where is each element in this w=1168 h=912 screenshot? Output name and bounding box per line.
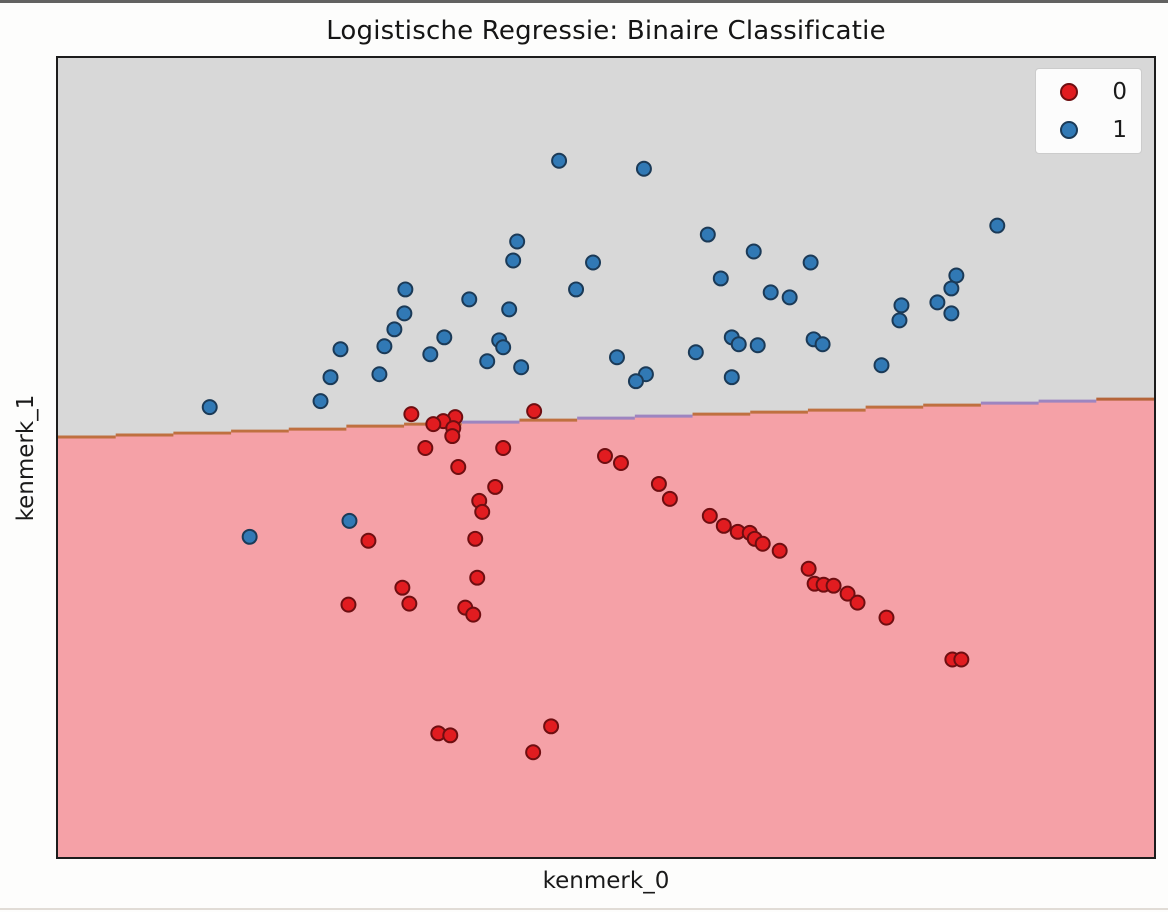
scatter-point-class0 bbox=[425, 416, 442, 433]
scatter-point-class1 bbox=[781, 289, 798, 306]
decision-region-lower bbox=[58, 399, 1154, 857]
scatter-point-class1 bbox=[322, 369, 339, 386]
scatter-point-class0 bbox=[597, 448, 613, 464]
scatter-point-class1 bbox=[723, 369, 740, 386]
scatter-point-class0 bbox=[715, 517, 732, 534]
scatter-point-class1 bbox=[479, 353, 496, 370]
scatter-point-class0 bbox=[526, 403, 543, 420]
scatter-point-class0 bbox=[839, 585, 856, 602]
x-axis-label: kenmerk_0 bbox=[542, 868, 670, 894]
scatter-point-class1 bbox=[627, 373, 644, 390]
legend: 0 1 bbox=[1035, 68, 1142, 154]
scatter-point-class0 bbox=[800, 560, 817, 577]
scatter-point-class1 bbox=[948, 267, 965, 284]
scatter-point-class1 bbox=[376, 338, 393, 355]
scatter-point-class1 bbox=[608, 349, 625, 366]
scatter-point-class0 bbox=[661, 490, 678, 507]
scatter-point-class0 bbox=[495, 440, 512, 457]
scatter-point-class1 bbox=[397, 281, 414, 298]
scatter-point-class0 bbox=[487, 478, 504, 495]
legend-marker-class0-icon bbox=[1060, 83, 1079, 101]
photo-edge-artifact-top bbox=[0, 0, 1168, 3]
scatter-point-class1 bbox=[461, 291, 478, 308]
chart-title: Logistische Regressie: Binaire Classific… bbox=[326, 16, 886, 46]
scatter-point-class1 bbox=[712, 270, 729, 287]
scatter-point-class1 bbox=[585, 254, 602, 271]
scatter-point-class1 bbox=[749, 337, 766, 354]
scatter-point-class0 bbox=[474, 503, 491, 520]
scatter-point-class0 bbox=[701, 507, 718, 524]
scatter-point-class1 bbox=[201, 399, 218, 416]
scatter-point-class1 bbox=[929, 294, 946, 311]
scatter-point-class0 bbox=[878, 609, 895, 626]
scatter-point-class0 bbox=[953, 651, 970, 668]
scatter-point-class0 bbox=[394, 579, 411, 596]
scatter-point-class1 bbox=[687, 344, 704, 361]
scatter-point-class1 bbox=[568, 281, 585, 298]
scatter-point-class1 bbox=[396, 305, 413, 322]
scatter-point-class0 bbox=[612, 455, 629, 471]
scatter-point-class0 bbox=[849, 594, 866, 611]
scatter-point-class1 bbox=[730, 336, 747, 353]
scatter-point-class0 bbox=[450, 458, 467, 475]
scatter-point-class1 bbox=[241, 528, 258, 545]
scatter-point-class1 bbox=[893, 297, 910, 314]
scatter-point-class1 bbox=[802, 254, 819, 271]
scatter-point-class1 bbox=[436, 329, 453, 346]
scatter-point-class1 bbox=[386, 321, 403, 338]
scatter-point-class0 bbox=[417, 440, 434, 457]
scatter-point-class0 bbox=[403, 406, 420, 423]
scatter-point-class0 bbox=[442, 727, 459, 744]
scatter-point-class0 bbox=[465, 606, 482, 623]
scatter-point-class1 bbox=[551, 152, 568, 169]
scatter-point-class0 bbox=[467, 530, 484, 547]
legend-marker-class1-icon bbox=[1060, 121, 1079, 139]
scatter-point-class0 bbox=[825, 577, 842, 594]
scatter-point-class1 bbox=[501, 301, 518, 318]
legend-label-class1: 1 bbox=[1112, 116, 1127, 143]
scatter-point-class1 bbox=[873, 357, 890, 374]
scatter-point-class0 bbox=[469, 569, 486, 586]
scatter-point-class1 bbox=[762, 284, 779, 301]
photo-edge-artifact-bottom bbox=[0, 908, 1168, 910]
scatter-point-class0 bbox=[650, 475, 667, 492]
scatter-point-class1 bbox=[509, 233, 526, 250]
scatter-point-class0 bbox=[401, 595, 418, 612]
scatter-point-class1 bbox=[422, 346, 439, 363]
scatter-canvas bbox=[58, 58, 1154, 857]
scatter-point-class0 bbox=[754, 535, 771, 552]
scatter-point-class0 bbox=[444, 428, 461, 445]
scatter-point-class1 bbox=[495, 339, 512, 356]
scatter-point-class0 bbox=[340, 596, 357, 613]
y-axis-label: kenmerk_1 bbox=[13, 394, 39, 522]
scatter-point-class0 bbox=[771, 542, 788, 559]
scatter-point-class1 bbox=[943, 280, 960, 297]
legend-item-class1: 1 bbox=[1048, 113, 1127, 147]
scatter-point-class1 bbox=[989, 217, 1006, 234]
scatter-point-class1 bbox=[745, 243, 762, 260]
scatter-point-class1 bbox=[371, 366, 388, 383]
legend-item-class0: 0 bbox=[1048, 75, 1127, 109]
scatter-point-class1 bbox=[699, 226, 716, 243]
scatter-point-class1 bbox=[891, 312, 908, 329]
scatter-point-class0 bbox=[525, 744, 542, 761]
scatter-point-class1 bbox=[341, 512, 358, 529]
scatter-point-class1 bbox=[943, 305, 960, 322]
scatter-point-class0 bbox=[360, 532, 377, 549]
scatter-point-class1 bbox=[312, 393, 329, 410]
plot-area: 0 1 bbox=[56, 56, 1156, 859]
scatter-point-class1 bbox=[635, 160, 652, 177]
scatter-point-class0 bbox=[543, 718, 560, 735]
legend-label-class0: 0 bbox=[1112, 78, 1127, 105]
scatter-point-class1 bbox=[814, 336, 831, 353]
scatter-point-class1 bbox=[332, 341, 349, 358]
scatter-point-class1 bbox=[505, 252, 522, 269]
scatter-point-class1 bbox=[513, 359, 530, 376]
